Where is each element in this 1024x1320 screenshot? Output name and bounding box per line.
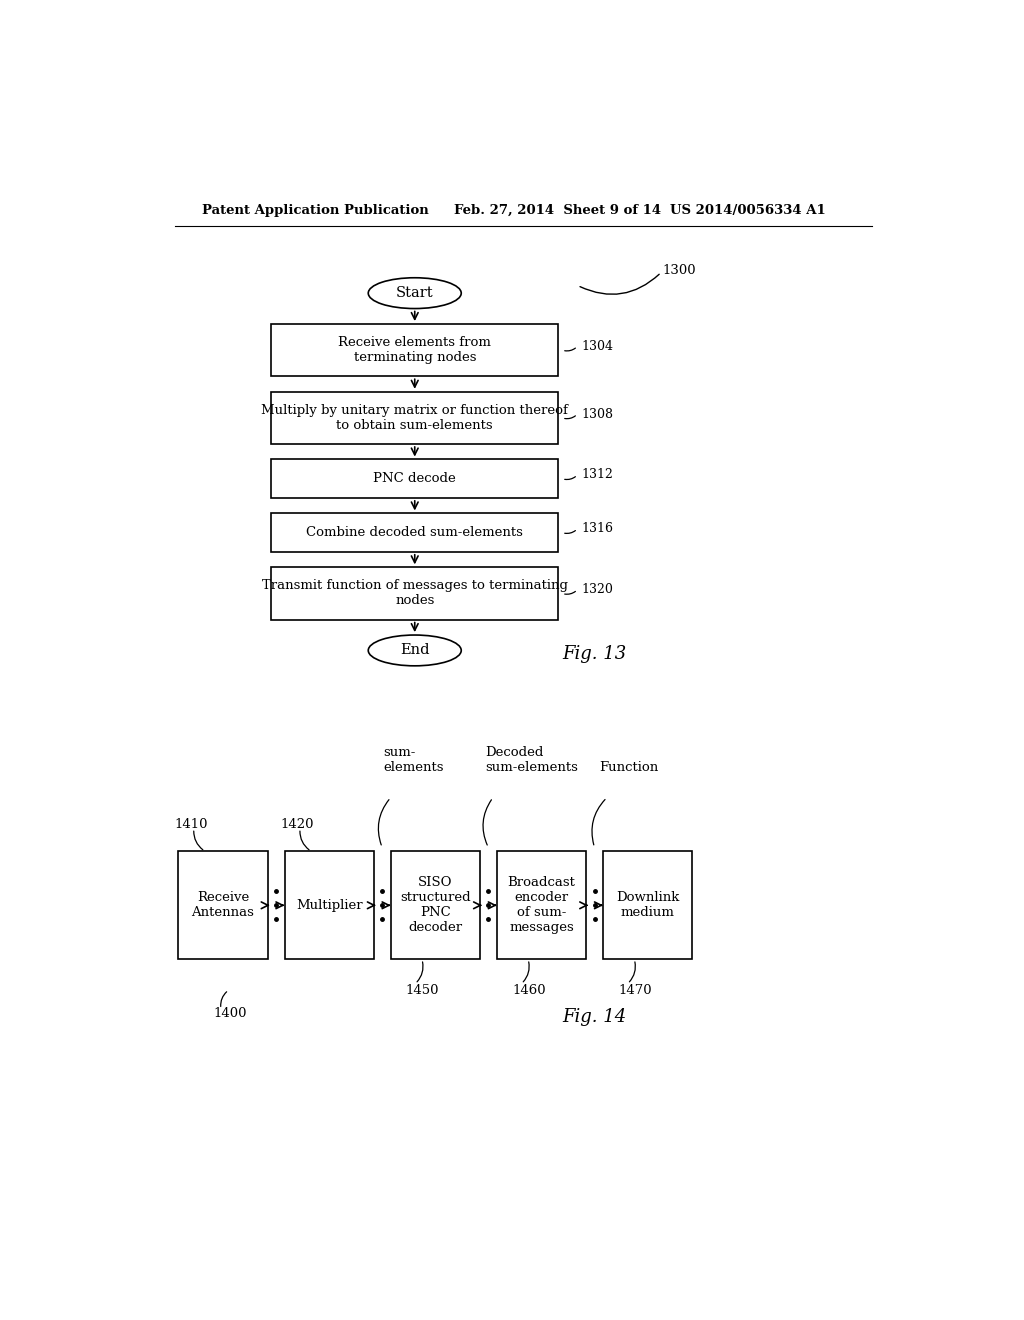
Bar <box>391 851 480 960</box>
Bar <box>285 851 374 960</box>
Text: sum-
elements: sum- elements <box>383 746 443 775</box>
Text: 1470: 1470 <box>618 983 652 997</box>
Text: Multiply by unitary matrix or function thereof
to obtain sum-elements: Multiply by unitary matrix or function t… <box>261 404 568 432</box>
Text: Broadcast
encoder
of sum-
messages: Broadcast encoder of sum- messages <box>508 876 575 935</box>
Ellipse shape <box>369 635 461 665</box>
Text: Multiplier: Multiplier <box>296 899 362 912</box>
Text: 1308: 1308 <box>582 408 613 421</box>
Text: 1316: 1316 <box>582 523 613 536</box>
Text: 1304: 1304 <box>582 339 613 352</box>
Text: Patent Application Publication: Patent Application Publication <box>202 205 428 218</box>
Text: End: End <box>400 643 429 657</box>
Text: Feb. 27, 2014  Sheet 9 of 14: Feb. 27, 2014 Sheet 9 of 14 <box>454 205 660 218</box>
Text: 1410: 1410 <box>174 818 208 832</box>
Bar <box>178 851 267 960</box>
Text: Start: Start <box>396 286 433 300</box>
Bar <box>271 513 558 552</box>
Text: Fig. 14: Fig. 14 <box>562 1008 627 1026</box>
Text: 1400: 1400 <box>213 1007 247 1019</box>
Bar <box>271 459 558 498</box>
Ellipse shape <box>369 277 461 309</box>
Text: Function: Function <box>599 762 658 775</box>
Text: Transmit function of messages to terminating
nodes: Transmit function of messages to termina… <box>262 579 567 607</box>
Text: 1420: 1420 <box>281 818 314 832</box>
Text: SISO
structured
PNC
decoder: SISO structured PNC decoder <box>400 876 471 935</box>
Text: Downlink
medium: Downlink medium <box>616 891 679 919</box>
Text: Decoded
sum-elements: Decoded sum-elements <box>485 746 579 775</box>
Bar <box>271 323 558 376</box>
Text: PNC decode: PNC decode <box>374 473 456 486</box>
Text: Combine decoded sum-elements: Combine decoded sum-elements <box>306 527 523 539</box>
Text: 1312: 1312 <box>582 469 613 482</box>
Bar <box>271 568 558 619</box>
Text: Fig. 13: Fig. 13 <box>562 645 627 663</box>
Text: 1450: 1450 <box>406 983 439 997</box>
Text: 1300: 1300 <box>663 264 696 277</box>
Bar <box>603 851 692 960</box>
Text: 1460: 1460 <box>512 983 546 997</box>
Text: Receive
Antennas: Receive Antennas <box>191 891 254 919</box>
Text: Receive elements from
terminating nodes: Receive elements from terminating nodes <box>338 337 492 364</box>
Bar <box>497 851 586 960</box>
Text: US 2014/0056334 A1: US 2014/0056334 A1 <box>671 205 826 218</box>
Text: 1320: 1320 <box>582 583 613 597</box>
Bar <box>271 392 558 444</box>
